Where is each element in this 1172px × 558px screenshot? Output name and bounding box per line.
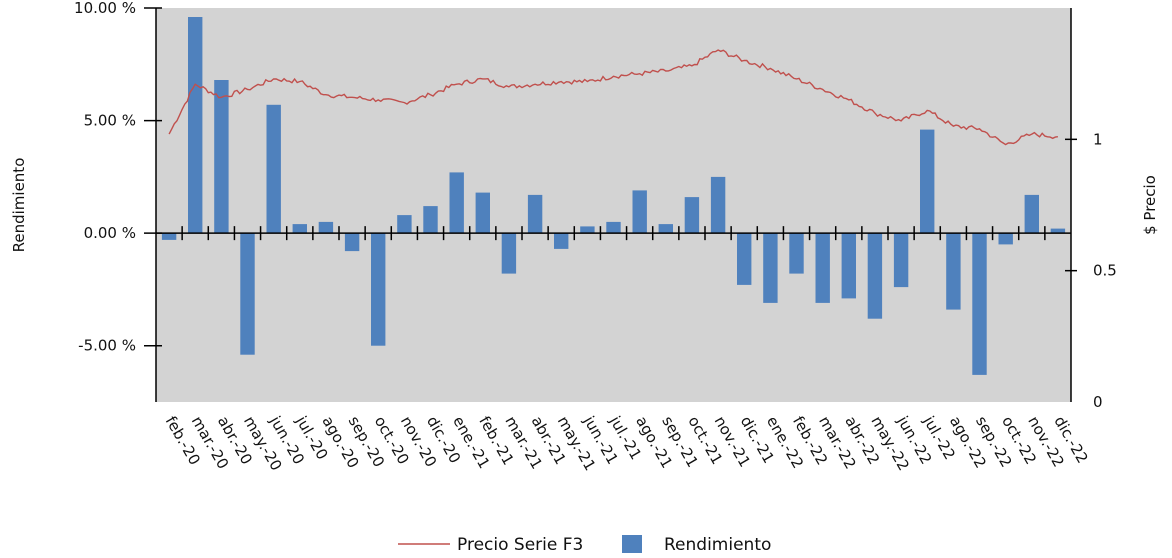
bar-series-rendimiento — [161, 17, 1066, 375]
right-axis-ticks: 10.50 — [1065, 130, 1117, 411]
bar-sep.-20 — [344, 233, 360, 252]
bar-mar.-22 — [815, 233, 830, 303]
bar-dic.-20 — [423, 206, 438, 234]
bar-jul.-20 — [292, 224, 307, 234]
bar-dic.-21 — [737, 233, 752, 285]
left-tick-label: 10.00 % — [74, 0, 136, 17]
bar-feb.-22 — [789, 233, 804, 274]
line-series-precio — [168, 49, 1059, 146]
plot-area — [156, 8, 1071, 402]
right-tick-label: 0.5 — [1093, 262, 1117, 280]
bar-ago.-20 — [318, 221, 334, 234]
left-axis-ticks: 10.00 % 5.00 % 0.00 % -5.00 % — [74, 0, 162, 355]
bar-ago.-22 — [946, 233, 961, 310]
bar-nov.-21 — [710, 176, 726, 234]
axes — [155, 8, 1072, 402]
left-tick-label: 0.00 % — [84, 224, 136, 242]
bar-feb.-21 — [475, 192, 490, 234]
bar-jul.-22 — [920, 129, 935, 234]
right-tick-label: 0 — [1093, 393, 1103, 411]
bar-mar.-21 — [501, 233, 517, 274]
bar-oct.-22 — [998, 233, 1013, 245]
left-tick-label: 5.00 % — [84, 112, 136, 130]
bar-feb.-20 — [161, 233, 177, 240]
bar-abr.-22 — [841, 233, 856, 299]
bar-sep.-22 — [972, 233, 987, 375]
bar-oct.-20 — [371, 233, 386, 346]
bar-jun.-21 — [580, 226, 595, 234]
bar-ene.-21 — [449, 172, 464, 234]
bar-jun.-22 — [893, 233, 909, 288]
legend-label-precio: Precio Serie F3 — [457, 535, 583, 555]
bar-may.-21 — [554, 233, 569, 249]
bar-nov.-20 — [397, 215, 412, 234]
legend-label-rendimiento: Rendimiento — [664, 535, 771, 555]
bar-jun.-20 — [266, 104, 281, 234]
legend: Precio Serie F3 Rendimiento — [398, 535, 771, 555]
bar-dic.-22 — [1050, 228, 1066, 234]
bar-may.-20 — [240, 233, 255, 355]
bar-mar.-20 — [188, 17, 203, 234]
y-axis-right-title: $ Precio — [1141, 175, 1159, 235]
bar-ene.-22 — [763, 233, 778, 303]
bar-abr.-21 — [527, 194, 543, 234]
right-tick-label: 1 — [1093, 130, 1103, 148]
left-tick-label: -5.00 % — [78, 337, 136, 355]
bar-nov.-22 — [1024, 194, 1039, 234]
y-axis-left-title: Rendimiento — [10, 158, 28, 253]
bar-oct.-21 — [684, 197, 700, 234]
bar-may.-22 — [867, 233, 883, 319]
bar-ago.-21 — [632, 190, 647, 234]
bar-jul.-21 — [606, 221, 621, 234]
bar-abr.-20 — [214, 80, 229, 234]
bar-sep.-21 — [658, 224, 673, 234]
legend-swatch-bar — [622, 535, 642, 553]
